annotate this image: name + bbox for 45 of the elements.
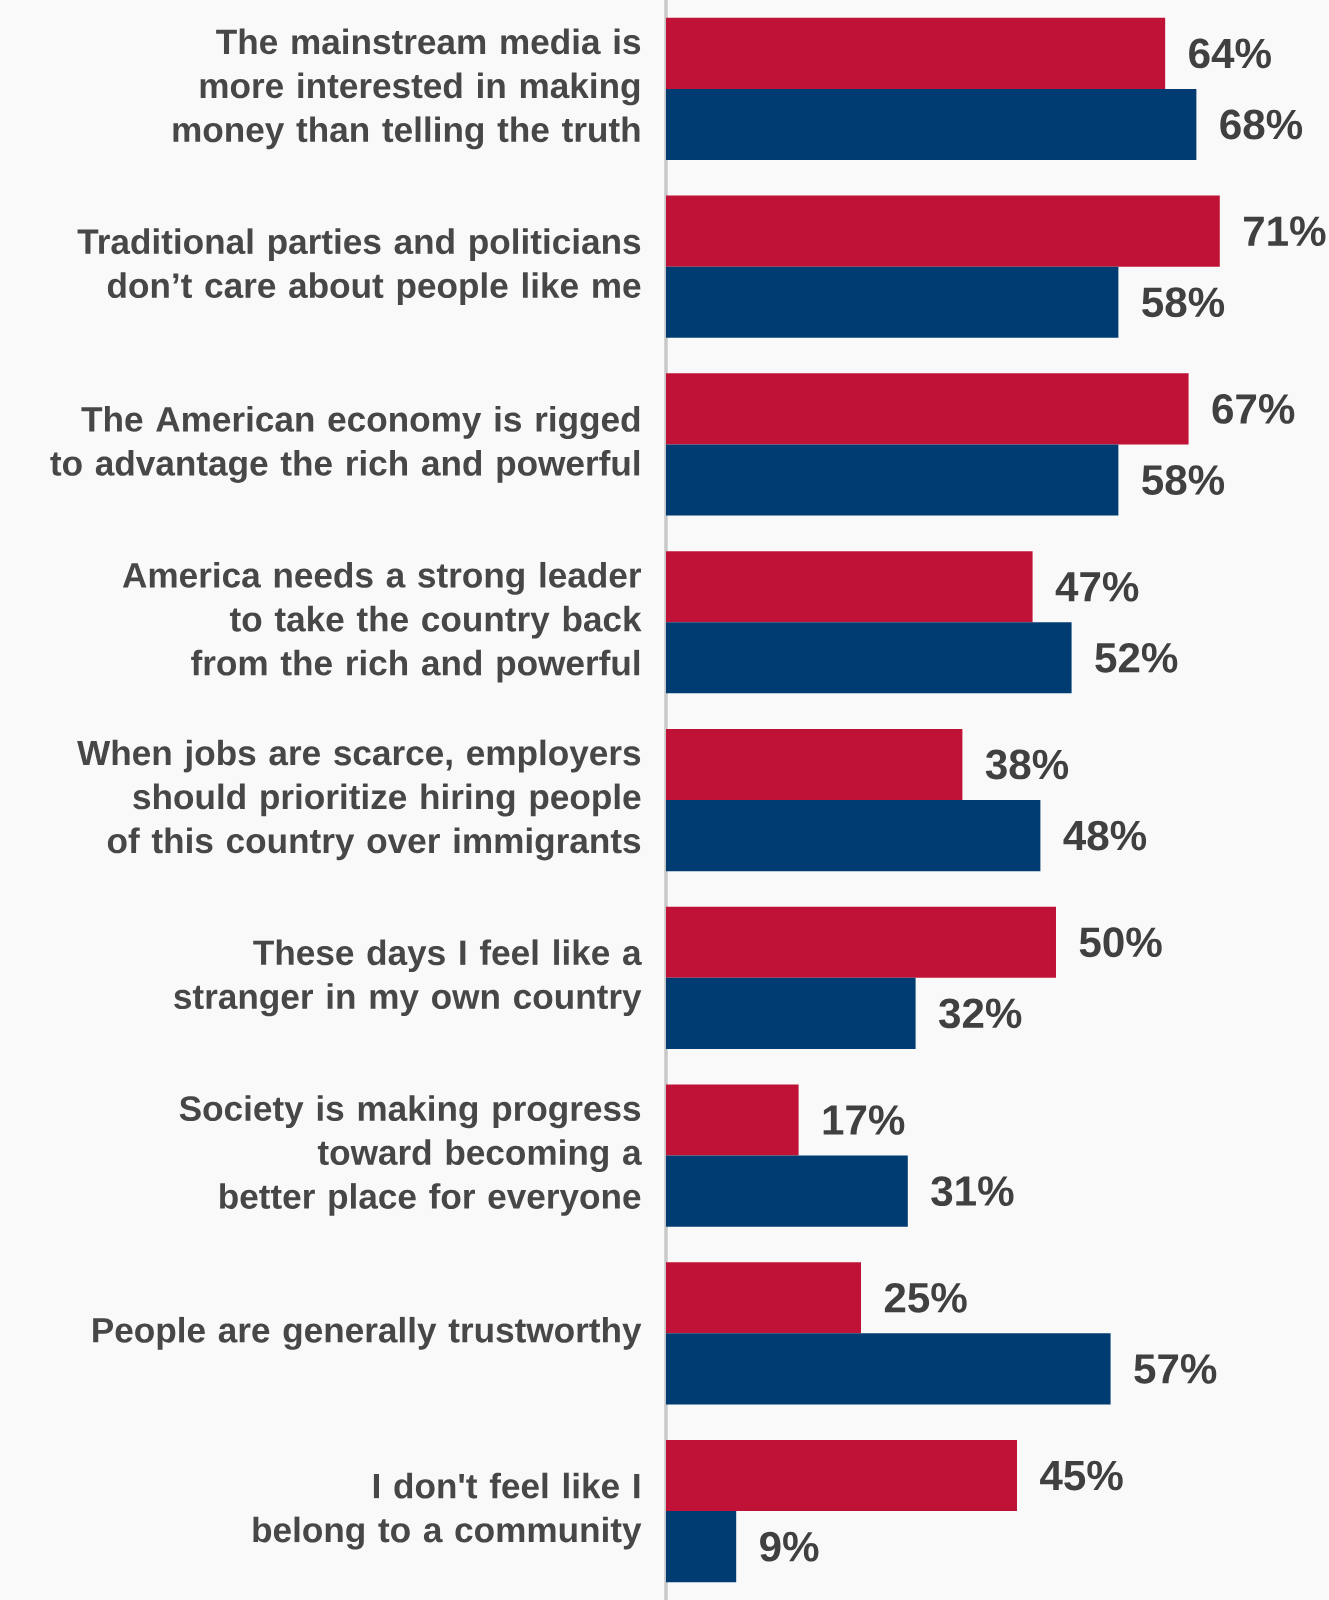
bar: [665, 266, 1119, 338]
data-label: 47%: [1055, 571, 1139, 602]
bar: [665, 906, 1056, 978]
data-label: 64%: [1189, 38, 1271, 69]
bar: [665, 1155, 908, 1227]
data-label: 58%: [1142, 287, 1225, 318]
y-tick-label: These days I feel like a stranger in my own country: [174, 939, 642, 1017]
bar: [665, 17, 1166, 89]
y-tick-label: The mainstream media is more interested in making money than telling the truth: [173, 28, 641, 150]
y-tick-label: The American economy is rigged to advantage the rich and powerful: [50, 406, 640, 483]
bar: [665, 1333, 1111, 1405]
y-tick-label: When jobs are scarce, employers should prioritize hiring people of this country over immigrants: [77, 739, 641, 861]
bar: [665, 1084, 799, 1156]
data-label: 38%: [985, 749, 1069, 780]
y-tick-label: America needs a strong leader to take the country back from the rich and powerful: [122, 561, 642, 683]
data-label: 9%: [760, 1531, 819, 1562]
data-label: 52%: [1095, 642, 1178, 673]
bar: [665, 728, 963, 801]
data-label: 68%: [1220, 109, 1303, 140]
data-label: 17%: [823, 1105, 905, 1135]
bar: [665, 1262, 861, 1334]
bar: [665, 622, 1072, 694]
bar: [665, 551, 1033, 623]
y-tick-label: I don't feel like I belong to a community: [253, 1472, 642, 1550]
data-label: 67%: [1212, 394, 1295, 424]
data-label: 58%: [1142, 465, 1225, 495]
bar: [665, 88, 1197, 161]
y-tick-label: People are generally trustworthy: [93, 1316, 642, 1350]
bar: [665, 373, 1189, 445]
data-label: 45%: [1040, 1460, 1123, 1491]
data-label: 48%: [1063, 820, 1147, 851]
data-label: 50%: [1079, 927, 1162, 958]
data-label: 32%: [939, 998, 1022, 1029]
bar: [665, 444, 1119, 516]
data-label: 71%: [1244, 216, 1326, 246]
bar: [665, 800, 1041, 872]
data-label: 57%: [1134, 1354, 1217, 1384]
data-label: 31%: [931, 1176, 1014, 1207]
y-tick-label: Traditional parties and politicians don’t care about people like me: [77, 228, 641, 306]
bar: [665, 195, 1220, 267]
bar: [665, 977, 916, 1049]
y-tick-label: Society is making progress toward becoming a better place for everyone: [179, 1095, 642, 1216]
data-label: 25%: [884, 1282, 967, 1313]
bar: [665, 1511, 737, 1583]
bar: [665, 1440, 1017, 1512]
